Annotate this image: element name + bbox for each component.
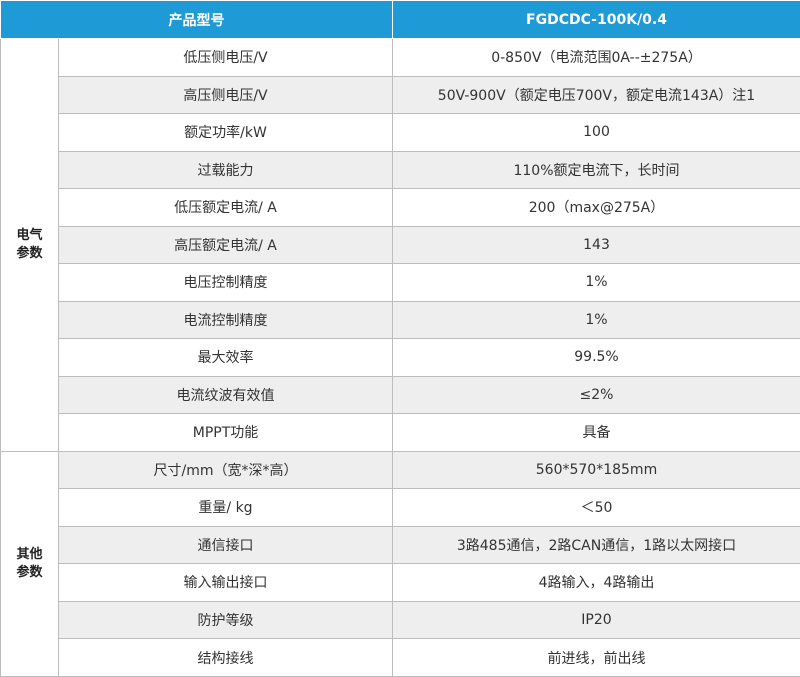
table-row: MPPT功能 具备: [1, 413, 800, 452]
table-row: 过载能力 110%额定电流下，长时间: [1, 150, 800, 190]
param-name: 低压侧电压/V: [58, 38, 393, 77]
header-model-label: 产品型号: [0, 0, 393, 39]
table-row: 电流控制精度 1%: [1, 300, 800, 340]
table-row: 电气 参数 低压侧电压/V 0-850V（电流范围0A--±275A）: [0, 38, 800, 452]
param-name: 高压额定电流/ A: [58, 225, 393, 265]
param-value: 560*570*185mm: [392, 450, 800, 490]
param-value: 110%额定电流下，长时间: [392, 150, 800, 190]
table-row: 结构接线 前进线，前出线: [1, 638, 800, 677]
param-value: 0-850V（电流范围0A--±275A）: [392, 38, 800, 77]
param-value: 1%: [392, 300, 800, 340]
param-value: 具备: [392, 413, 800, 452]
header-model-value: FGDCDC-100K/0.4: [392, 0, 800, 39]
group-label-electrical: 电气 参数: [0, 38, 59, 452]
table-row: 最大效率 99.5%: [1, 338, 800, 377]
group-label-line: 参数: [16, 245, 43, 261]
table-row: 防护等级 IP20: [1, 600, 800, 640]
param-name: 电流控制精度: [58, 300, 393, 340]
table-row: 通信接口 3路485通信，2路CAN通信，1路以太网接口: [1, 525, 800, 565]
param-value: 3路485通信，2路CAN通信，1路以太网接口: [392, 525, 800, 565]
param-name: MPPT功能: [58, 413, 393, 452]
group-label-line: 电气: [16, 227, 43, 243]
param-name: 最大效率: [58, 338, 393, 377]
group-label-line: 其他: [16, 546, 43, 562]
param-name: 防护等级: [58, 600, 393, 640]
param-value: ＜50: [392, 488, 800, 527]
param-name: 重量/ kg: [58, 488, 393, 527]
table-row: 输入输出接口 4路输入，4路输出: [1, 563, 800, 602]
param-value: 100: [392, 113, 800, 152]
param-value: 前进线，前出线: [392, 638, 800, 677]
table-row: 其他 参数 尺寸/mm（宽*深*高） 560*570*185mm: [0, 450, 800, 677]
table-row: 重量/ kg ＜50: [1, 488, 800, 527]
param-name: 电流纹波有效值: [58, 375, 393, 415]
param-value: 200（max@275A）: [392, 188, 800, 227]
param-value: 1%: [392, 263, 800, 302]
param-name: 通信接口: [58, 525, 393, 565]
param-name: 尺寸/mm（宽*深*高）: [58, 450, 393, 490]
group-label-other: 其他 参数: [0, 450, 59, 677]
table-row: 电流纹波有效值 ≤2%: [1, 375, 800, 415]
param-name: 电压控制精度: [58, 263, 393, 302]
param-name: 结构接线: [58, 638, 393, 677]
param-value: IP20: [392, 600, 800, 640]
table-row: 额定功率/kW 100: [1, 113, 800, 152]
param-value: 50V-900V（额定电压700V，额定电流143A）注1: [392, 75, 800, 115]
table-row: 电压控制精度 1%: [1, 263, 800, 302]
table-row: 高压侧电压/V 50V-900V（额定电压700V，额定电流143A）注1: [1, 75, 800, 115]
param-value: 4路输入，4路输出: [392, 563, 800, 602]
param-name: 过载能力: [58, 150, 393, 190]
param-name: 低压额定电流/ A: [58, 188, 393, 227]
group-label-line: 参数: [16, 564, 43, 580]
header-row: 产品型号 FGDCDC-100K/0.4: [0, 0, 800, 39]
param-name: 高压侧电压/V: [58, 75, 393, 115]
param-value: ≤2%: [392, 375, 800, 415]
table-row: 高压额定电流/ A 143: [1, 225, 800, 265]
param-value: 143: [392, 225, 800, 265]
param-name: 输入输出接口: [58, 563, 393, 602]
param-value: 99.5%: [392, 338, 800, 377]
table-row: 低压额定电流/ A 200（max@275A）: [1, 188, 800, 227]
param-name: 额定功率/kW: [58, 113, 393, 152]
